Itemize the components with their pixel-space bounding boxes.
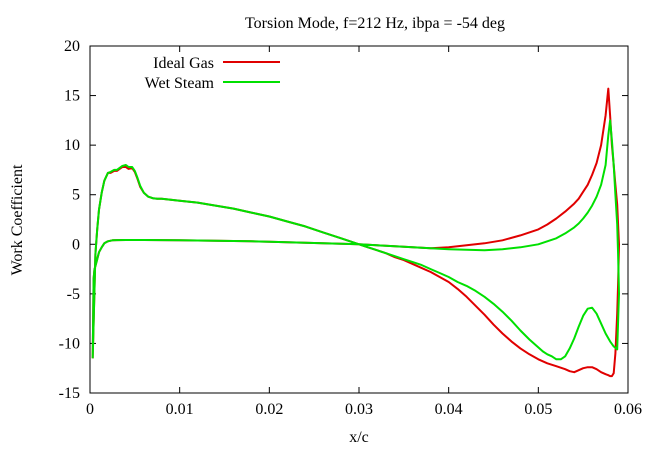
legend-label-ideal-gas: Ideal Gas — [153, 55, 214, 72]
y-tick-label: 10 — [64, 137, 80, 154]
plot-area: 0 0.01 0.02 0.03 0.04 0.05 0.06 -15 -10 -5 0 5 10 15… — [59, 38, 642, 418]
x-tick-label: 0 — [86, 401, 94, 418]
series-line-wet-steam — [91, 119, 620, 361]
chart-title: Torsion Mode, f=212 Hz, ibpa = -54 deg — [245, 15, 505, 32]
x-tick-label: 0.01 — [166, 401, 194, 418]
y-tick-label: 5 — [72, 187, 80, 204]
series-lines — [91, 87, 620, 378]
x-tick-label: 0.03 — [345, 401, 373, 418]
legend-label-wet-steam: Wet Steam — [145, 75, 215, 92]
plot-frame — [89, 45, 629, 394]
x-tick-label: 0.02 — [255, 401, 283, 418]
legend-item-wet-steam: Wet Steam — [145, 75, 280, 92]
x-axis: 0 0.01 0.02 0.03 0.04 0.05 0.06 — [86, 46, 642, 418]
y-tick-label: 20 — [64, 38, 80, 55]
legend: Ideal Gas Wet Steam — [145, 55, 280, 92]
y-tick-label: 15 — [64, 88, 80, 105]
x-tick-label: 0.04 — [435, 401, 463, 418]
x-axis-label: x/c — [349, 429, 369, 446]
legend-item-ideal-gas: Ideal Gas — [153, 55, 280, 72]
y-tick-label: -15 — [59, 385, 80, 402]
y-axis: -15 -10 -5 0 5 10 15 20 — [59, 38, 628, 402]
y-tick-label: -5 — [67, 286, 80, 303]
series-line-ideal-gas — [91, 87, 620, 378]
x-tick-label: 0.06 — [614, 401, 642, 418]
y-tick-label: 0 — [72, 236, 80, 253]
x-tick-label: 0.05 — [524, 401, 552, 418]
y-tick-label: -10 — [59, 335, 80, 352]
y-axis-label: Work Coefficient — [9, 164, 26, 275]
